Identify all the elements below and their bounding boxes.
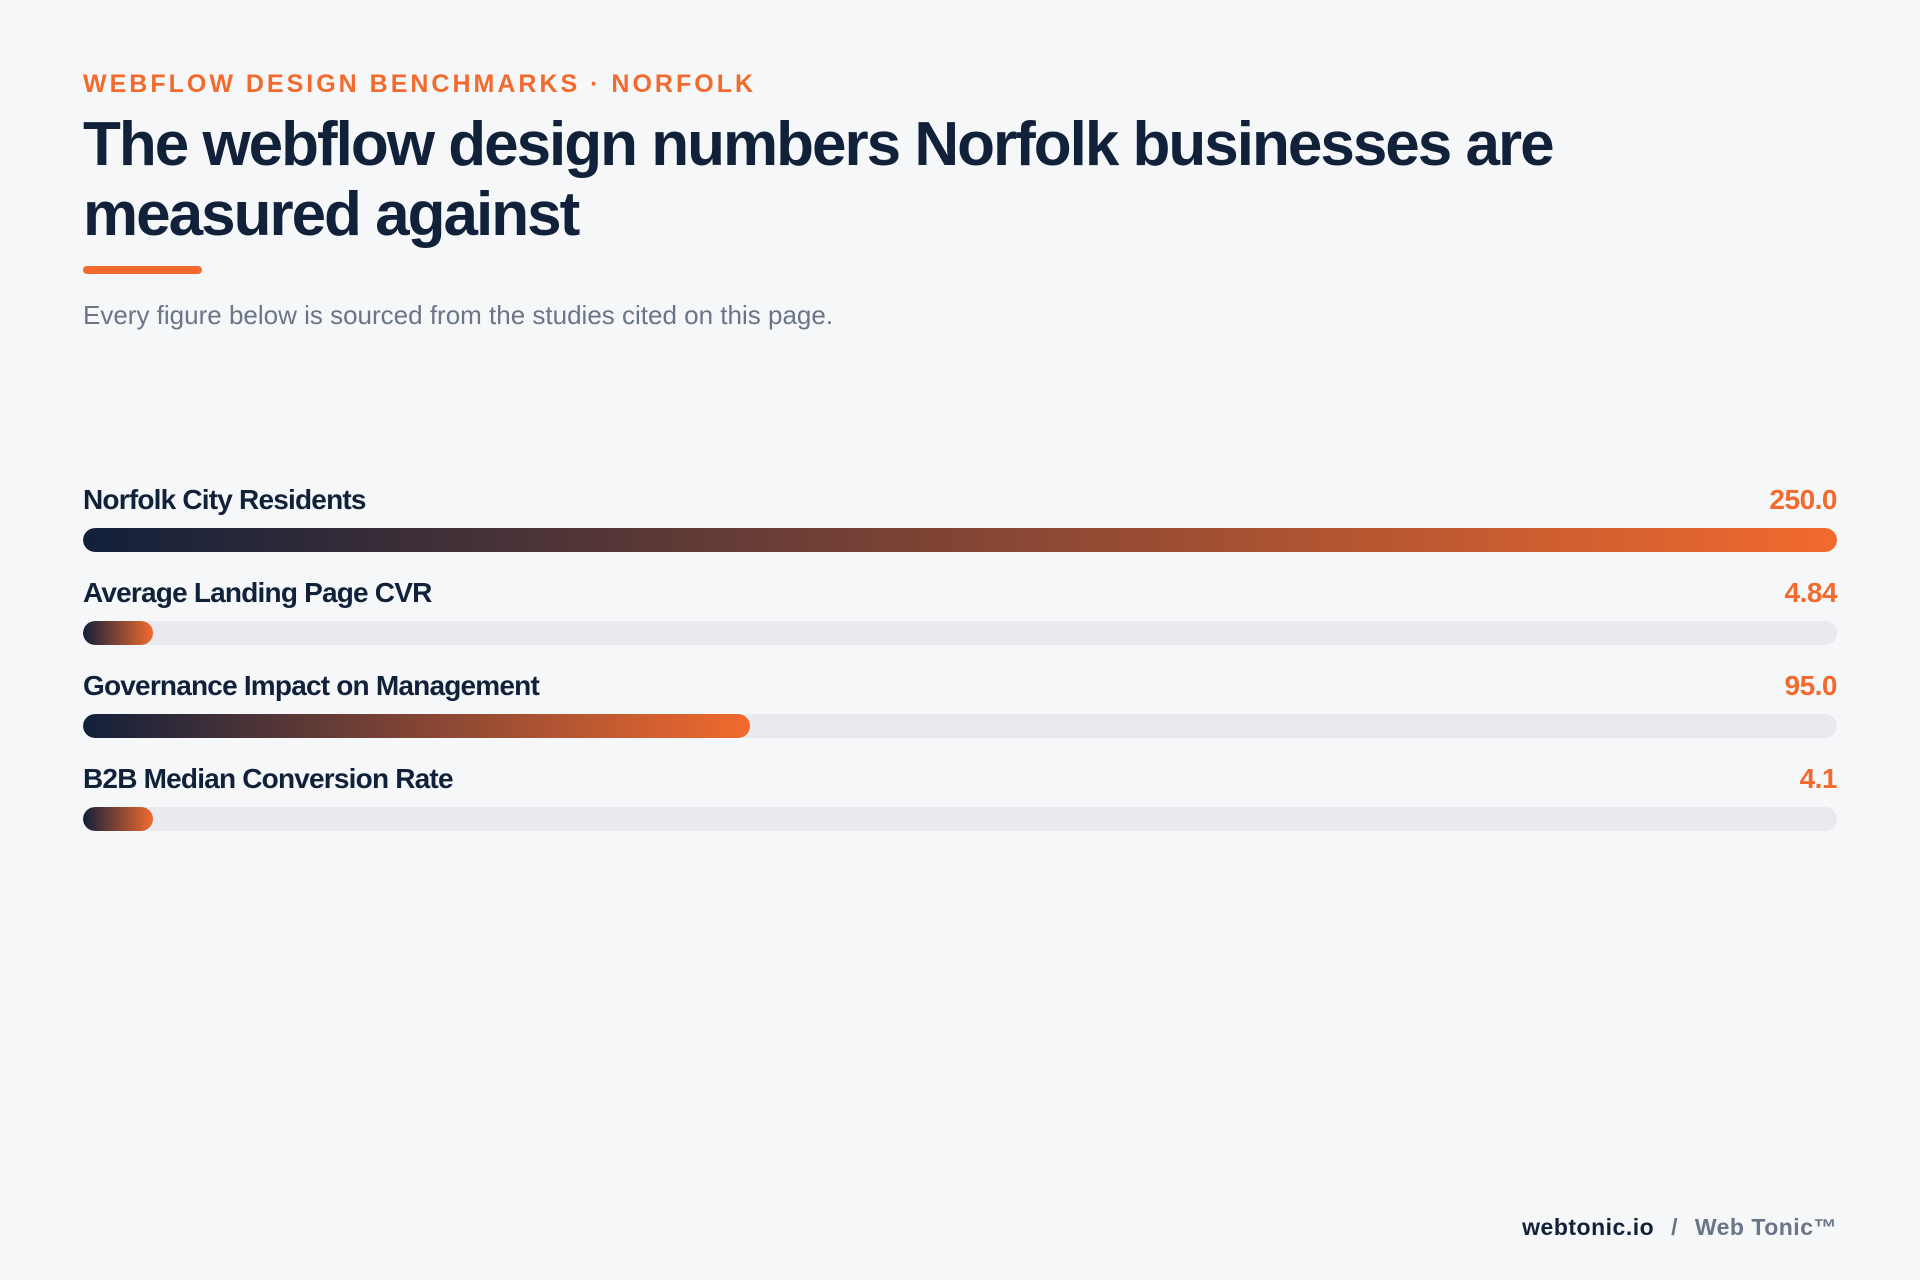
bar-track [83,807,1837,831]
bar [83,807,154,831]
bar [83,714,750,738]
bar-row: B2B Median Conversion Rate 4.1 [83,763,1838,856]
bar-value-label: 250.0 [1769,484,1837,515]
bar-chart: Norfolk City Residents 250.0 Average Landi… [83,484,1838,856]
bar-label: Average Landing Page CVR [83,577,432,608]
footer-separator: / [1671,1214,1678,1240]
bar-row: Average Landing Page CVR 4.84 [83,577,1837,670]
bar-track [83,714,1837,738]
bar [83,621,154,645]
bar-row: Norfolk City Residents 250.0 [83,484,1837,577]
subtitle: Every figure below is sourced from the s… [83,300,834,330]
bar-row-header: Average Landing Page CVR 4.84 [83,577,1837,621]
bar-track [83,621,1837,645]
bar-value-label: 4.84 [1784,577,1838,608]
bar-label: B2B Median Conversion Rate [83,763,454,794]
bar [83,528,1837,552]
bar-row: Governance Impact on Management 95.0 [83,670,1837,763]
footer-brand: Web Tonic™ [1694,1214,1837,1240]
footer: webtonic.io / Web Tonic™ [1522,1214,1837,1241]
bar-row-header: B2B Median Conversion Rate 4.1 [83,763,1838,807]
bar-track [83,528,1837,552]
bar-label: Governance Impact on Management [83,670,540,701]
bar-row-header: Norfolk City Residents 250.0 [83,484,1837,528]
bar-value-label: 4.1 [1799,763,1838,794]
bar-label: Norfolk City Residents [83,484,366,515]
accent-rule [83,266,202,274]
bar-row-header: Governance Impact on Management 95.0 [83,670,1837,714]
footer-site-link[interactable]: webtonic.io [1522,1214,1655,1240]
page-title: The webflow design numbers Norfolk busin… [83,110,1555,249]
eyebrow: WEBFLOW DESIGN BENCHMARKS · NORFOLK [83,70,757,98]
bar-value-label: 95.0 [1784,670,1838,701]
